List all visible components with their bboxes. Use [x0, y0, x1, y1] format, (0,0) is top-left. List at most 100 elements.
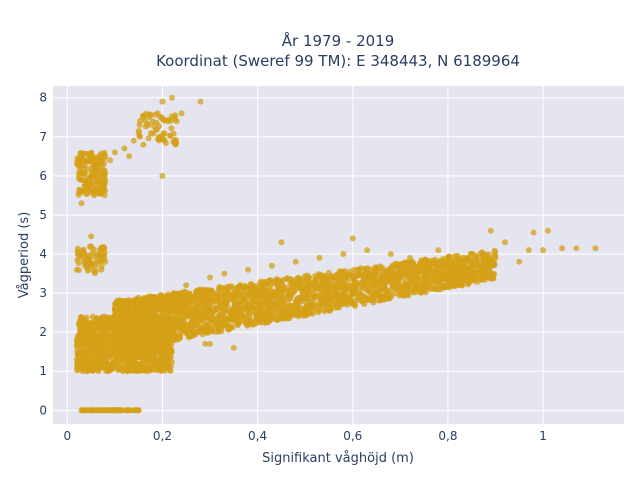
data-point	[101, 175, 108, 182]
x-tick-label: 1	[539, 429, 547, 443]
data-point	[173, 118, 180, 125]
data-point	[104, 355, 111, 362]
data-point	[220, 291, 227, 298]
x-tick-label: 0,4	[248, 429, 267, 443]
data-point	[365, 285, 372, 292]
data-point	[175, 336, 182, 343]
data-point	[217, 326, 224, 333]
data-point	[135, 307, 141, 314]
data-point	[141, 327, 148, 334]
data-point	[268, 300, 275, 306]
data-point	[444, 266, 451, 273]
data-point	[74, 251, 81, 257]
chart-title-line2: Koordinat (Sweref 99 TM): E 348443, N 61…	[156, 52, 520, 70]
data-point	[92, 161, 99, 168]
data-point	[165, 364, 172, 371]
data-point	[107, 407, 114, 414]
data-point	[168, 125, 175, 132]
data-point	[530, 229, 537, 236]
data-point	[152, 360, 159, 366]
data-point	[260, 289, 267, 296]
x-axis-ticks: 0 0,2 0,4 0,6 0,8 1	[63, 429, 546, 443]
data-point	[81, 350, 88, 357]
data-point	[444, 283, 451, 290]
data-point	[241, 295, 248, 302]
data-point	[409, 273, 415, 280]
data-point	[83, 184, 90, 191]
data-point	[116, 407, 123, 414]
data-point	[186, 325, 193, 332]
data-point	[74, 245, 81, 252]
data-point	[213, 321, 220, 328]
data-point	[230, 344, 237, 351]
y-axis-ticks: 0 1 2 3 4 5 6 7 8	[39, 91, 47, 418]
data-point	[415, 274, 422, 281]
data-point	[373, 278, 380, 285]
data-point	[476, 264, 483, 271]
data-point	[349, 235, 356, 242]
data-point	[155, 136, 161, 143]
data-point	[230, 309, 237, 316]
data-point	[141, 356, 148, 363]
data-point	[126, 153, 133, 160]
data-point	[246, 297, 253, 304]
data-point	[134, 323, 141, 330]
data-point	[78, 200, 85, 207]
data-point	[298, 305, 305, 312]
data-point	[93, 331, 100, 338]
data-point	[278, 239, 285, 246]
data-point	[114, 347, 121, 354]
data-point	[168, 117, 174, 124]
data-point	[84, 329, 91, 336]
data-point	[169, 348, 175, 355]
data-point	[107, 361, 114, 368]
data-point	[207, 340, 213, 347]
data-point	[74, 364, 81, 371]
data-point	[102, 334, 109, 341]
data-point	[384, 268, 391, 275]
data-point	[162, 352, 169, 359]
data-point	[173, 302, 180, 309]
data-point	[113, 321, 120, 328]
data-point	[274, 305, 281, 312]
data-point	[152, 308, 158, 315]
data-point	[405, 292, 412, 299]
data-point	[97, 153, 103, 160]
data-point	[468, 251, 475, 257]
data-point	[347, 271, 354, 278]
data-point	[161, 137, 168, 144]
data-point	[102, 153, 109, 160]
data-point	[352, 290, 359, 297]
data-point	[422, 256, 429, 263]
data-point	[111, 333, 118, 340]
data-point	[126, 299, 133, 306]
data-point	[325, 269, 332, 276]
data-points	[73, 94, 599, 414]
data-point	[304, 309, 311, 316]
data-point	[162, 325, 169, 332]
data-point	[88, 172, 95, 179]
data-point	[322, 279, 329, 286]
data-point	[394, 261, 401, 268]
data-point	[202, 340, 209, 347]
data-point	[451, 277, 458, 284]
data-point	[474, 279, 481, 285]
data-point	[174, 290, 181, 297]
data-point	[372, 270, 379, 277]
data-point	[135, 407, 142, 414]
data-point	[136, 122, 143, 128]
data-point	[245, 266, 252, 273]
data-point	[244, 322, 251, 329]
data-point	[214, 293, 221, 300]
data-point	[154, 110, 161, 117]
data-point	[205, 292, 212, 299]
data-point	[307, 280, 313, 287]
data-point	[172, 295, 178, 302]
data-point	[79, 368, 86, 375]
data-point	[434, 268, 441, 275]
data-point	[316, 254, 323, 261]
data-point	[246, 285, 253, 292]
data-point	[80, 315, 87, 322]
data-point	[295, 277, 302, 284]
data-point	[85, 158, 92, 165]
